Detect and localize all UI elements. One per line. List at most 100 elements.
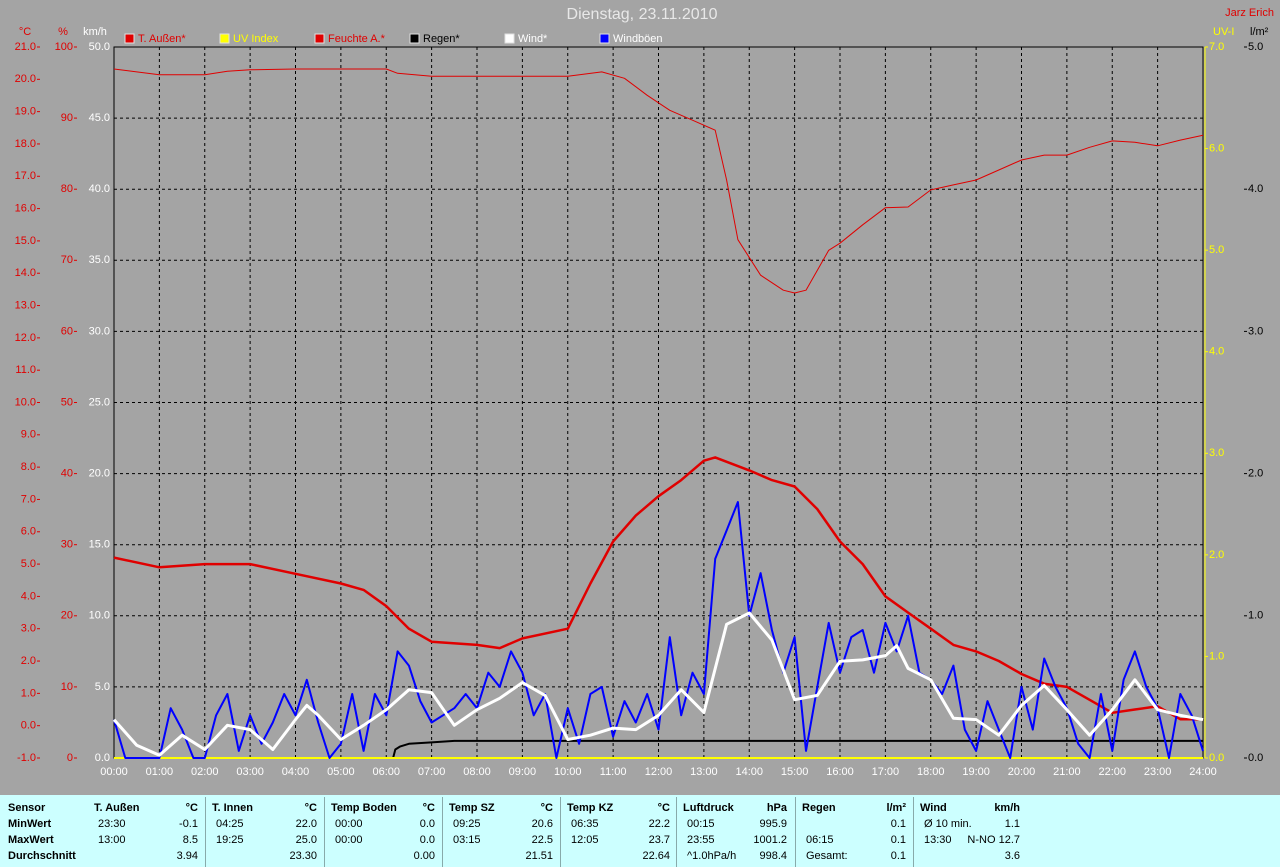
x-tick-label: 17:00 <box>872 766 900 778</box>
y-tick-label: 30 <box>61 539 73 551</box>
y-tick-label: 1.0 <box>1209 650 1224 662</box>
y-tick-label: 1.0 <box>21 687 36 699</box>
y-tick-label: 10.0 <box>15 396 36 408</box>
y-axis-unit: km/h <box>83 26 107 38</box>
y-tick-label: 15.0 <box>15 235 36 247</box>
cell-value: 3.6 <box>1004 850 1020 862</box>
cell-time: ^1.0hPa/h <box>687 850 737 862</box>
y-tick-label: 10.0 <box>89 610 110 622</box>
group-name: T. Innen <box>212 802 253 814</box>
x-tick-label: 20:00 <box>1008 766 1036 778</box>
cell-value: 998.4 <box>759 850 787 862</box>
y-tick-label: 3.0 <box>1209 447 1224 459</box>
x-tick-label: 16:00 <box>826 766 854 778</box>
cell-time: Gesamt: <box>806 850 848 862</box>
y-tick-label: 0.0 <box>1209 752 1224 764</box>
y-tick-label: 19.0 <box>15 106 36 118</box>
series-line <box>114 739 1203 759</box>
y-tick-label: 3.0 <box>1248 325 1263 337</box>
cell-time: 23:30 <box>98 818 126 830</box>
legend-marker <box>124 33 135 44</box>
divider <box>795 797 796 867</box>
x-tick-label: 08:00 <box>463 766 491 778</box>
y-tick-label: 5.0 <box>21 558 36 570</box>
x-tick-label: 11:00 <box>600 766 627 778</box>
x-tick-label: 14:00 <box>735 766 763 778</box>
y-tick-label: 17.0 <box>15 170 36 182</box>
cell-time: Ø 10 min. <box>924 818 972 830</box>
axis-unit: °C <box>19 26 31 38</box>
cell-value: 22.0 <box>295 818 317 830</box>
row-label: MaxWert <box>8 834 54 846</box>
divider <box>676 797 677 867</box>
series-line <box>112 611 1204 757</box>
group-unit: °C <box>657 802 670 814</box>
y-tick-label: 0.0 <box>21 720 36 732</box>
axis-unit: % <box>58 26 68 38</box>
cell-time: 06:35 <box>571 818 599 830</box>
cell-value: 21.51 <box>525 850 553 862</box>
y-tick-label: 80 <box>61 183 73 195</box>
cell-time: 12:05 <box>571 834 599 846</box>
y-tick-label: 2.0 <box>1248 468 1263 480</box>
cell-time: 13:00 <box>98 834 126 846</box>
legend-marker <box>599 33 610 44</box>
cell-value: 1.1 <box>1004 818 1020 830</box>
cell-value: 23.7 <box>648 834 670 846</box>
group-unit: hPa <box>766 802 787 814</box>
y-tick-label: 7.0 <box>21 493 36 505</box>
y-tick-label: -1.0 <box>17 752 36 764</box>
x-tick-label: 18:00 <box>917 766 945 778</box>
cell-time: 00:00 <box>335 834 363 846</box>
y-tick-label: 50.0 <box>89 41 110 53</box>
y-tick-label: 5.0 <box>95 681 110 693</box>
legend-marker <box>409 33 420 44</box>
x-tick-label: 10:00 <box>554 766 582 778</box>
cell-time: 00:00 <box>335 818 363 830</box>
y-tick-label: 0.0 <box>1248 752 1263 764</box>
stats-table: Sensor MinWert MaxWert Durchschnitt T. Außen… <box>0 795 1280 867</box>
cell-value: 20.6 <box>531 818 553 830</box>
y-tick-label: 100 <box>55 41 73 53</box>
y-tick-label: 11.0 <box>15 364 36 376</box>
y-tick-label: 2.0 <box>1209 549 1224 561</box>
legend-label: Regen* <box>423 33 460 45</box>
legend-label: Windböen <box>613 33 663 45</box>
y-tick-label: 5.0 <box>1248 41 1263 53</box>
row-label: Durchschnitt <box>8 850 76 862</box>
cell-time: 00:15 <box>687 818 715 830</box>
group-name: Temp KZ <box>567 802 614 814</box>
cell-value: 22.5 <box>531 834 553 846</box>
legend-marker <box>219 33 230 44</box>
cell-value: 1001.2 <box>753 834 787 846</box>
group-unit: °C <box>185 802 198 814</box>
cell-value: 0.1 <box>890 850 906 862</box>
x-tick-label: 06:00 <box>372 766 400 778</box>
x-tick-label: 00:00 <box>100 766 128 778</box>
divider <box>560 797 561 867</box>
cell-value: 0.1 <box>890 818 906 830</box>
cell-value: 0.00 <box>413 850 435 862</box>
row-label: Sensor <box>8 802 46 814</box>
y-tick-label: 2.0 <box>21 655 36 667</box>
y-tick-label: 16.0 <box>15 202 36 214</box>
legend-marker <box>504 33 515 44</box>
group-unit: °C <box>540 802 553 814</box>
author: Jarz Erich <box>1225 7 1274 19</box>
series-line <box>113 456 1203 721</box>
cell-time: 23:55 <box>687 834 715 846</box>
cell-value: 22.64 <box>642 850 670 862</box>
y-tick-label: 14.0 <box>15 267 36 279</box>
y-tick-label: 15.0 <box>89 539 110 551</box>
x-tick-label: 13:00 <box>690 766 718 778</box>
chart-title: Dienstag, 23.11.2010 <box>567 6 718 23</box>
y-tick-label: 13.0 <box>15 299 36 311</box>
cell-value: -0.1 <box>179 818 198 830</box>
x-tick-label: 24:00 <box>1189 766 1217 778</box>
group-unit: km/h <box>994 802 1020 814</box>
y-tick-label: 35.0 <box>89 254 110 266</box>
group-unit: l/m² <box>886 802 906 814</box>
group-name: Temp Boden <box>331 802 397 814</box>
x-tick-label: 07:00 <box>418 766 446 778</box>
